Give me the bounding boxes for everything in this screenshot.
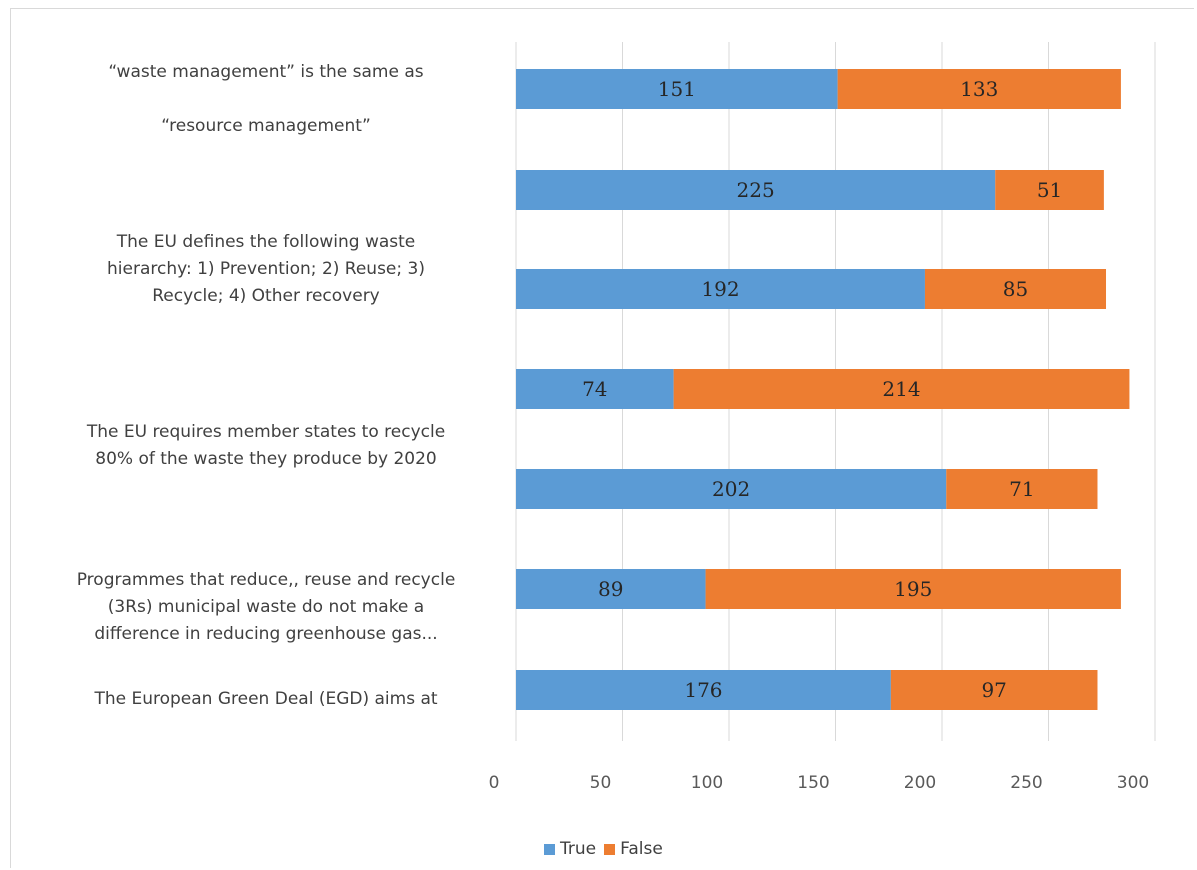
legend-swatch: [544, 843, 555, 855]
data-label: 202: [712, 477, 750, 501]
bar-true-segment: [516, 269, 925, 309]
bar-true-segment: [516, 670, 891, 710]
data-label: 225: [737, 178, 775, 202]
category-label: Programmes that reduce,, reuse and recyc…: [76, 570, 456, 644]
data-label: 85: [1003, 277, 1028, 301]
legend-label: True: [560, 839, 597, 859]
bar-false-segment: [995, 170, 1104, 210]
bar-false-segment: [890, 670, 1098, 710]
legend-swatch: [604, 843, 616, 855]
data-label: 176: [684, 678, 722, 702]
category-label: The European Green Deal (EGD) aims at: [94, 689, 438, 709]
data-label: 192: [701, 277, 739, 301]
data-label: 133: [960, 77, 998, 101]
x-tick-label: 250: [1010, 773, 1042, 793]
bar-false-segment: [924, 269, 1107, 309]
x-tick-label: 0: [489, 773, 500, 793]
x-tick-label: 50: [590, 773, 612, 793]
bar-true-segment: [516, 69, 838, 109]
legend: True False: [544, 839, 663, 859]
stacked-bar-chart: 0 50 100 150 200 250 300 151 133 225 51 192 85 74 214 2…: [489, 42, 1156, 793]
bar-true-segment: [516, 469, 947, 509]
data-label: 214: [882, 377, 920, 401]
category-label: “waste management” is the same as “resou…: [108, 62, 424, 136]
data-label: 89: [598, 577, 623, 601]
x-tick-label: 300: [1117, 773, 1149, 793]
legend-item-true: True: [544, 839, 596, 859]
legend-item-false: False: [604, 839, 663, 859]
data-label: 71: [1009, 477, 1034, 501]
bar-true-segment: [516, 369, 674, 409]
bar-false-segment: [705, 569, 1121, 609]
bar-false-segment: [837, 69, 1121, 109]
category-label: The EU requires member states to recycle…: [86, 422, 446, 469]
legend-label: False: [620, 839, 663, 859]
data-label: 51: [1037, 178, 1062, 202]
category-label: The EU defines the following waste hiera…: [107, 232, 425, 306]
data-label: 97: [981, 678, 1006, 702]
bar-false-segment: [673, 369, 1130, 409]
bar-true-segment: [516, 170, 996, 210]
bar-true-segment: [516, 569, 706, 609]
x-tick-label: 100: [691, 773, 723, 793]
x-tick-label: 150: [797, 773, 829, 793]
data-label: 151: [658, 77, 696, 101]
x-tick-label: 200: [904, 773, 936, 793]
bar-false-segment: [946, 469, 1098, 509]
chart-frame: “waste management” is the same as “resou…: [10, 8, 1194, 868]
data-label: 195: [894, 577, 932, 601]
data-label: 74: [582, 377, 607, 401]
